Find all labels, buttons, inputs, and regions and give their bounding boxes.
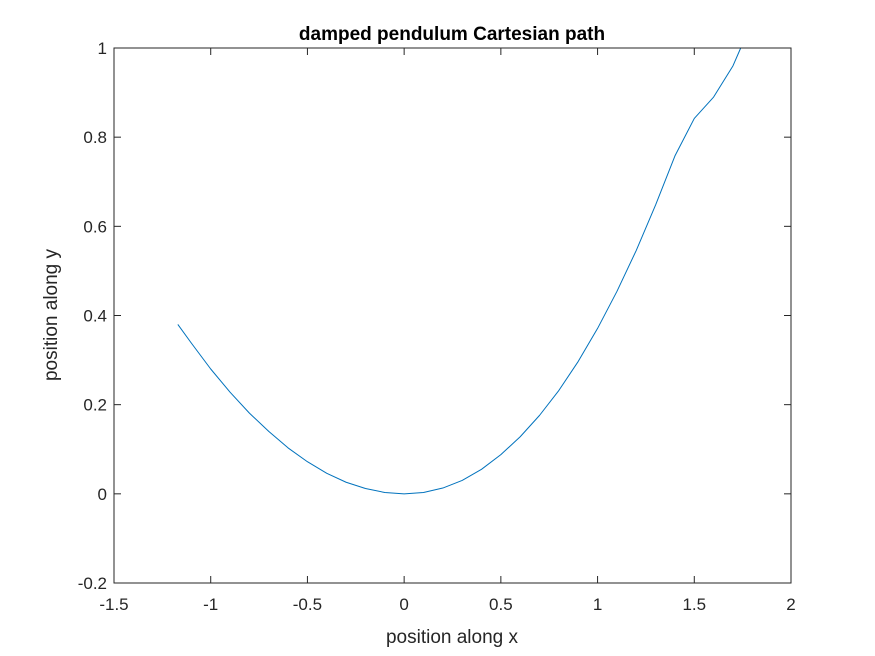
axes-box (113, 47, 792, 584)
x-tick-label: 1.5 (682, 595, 706, 614)
x-tick-label: 0 (399, 595, 408, 614)
y-tick-label: 0 (98, 485, 107, 504)
axes-background (114, 48, 791, 583)
y-tick-label: 0.2 (83, 396, 107, 415)
y-axis-label: position along y (41, 248, 62, 381)
chart-title: damped pendulum Cartesian path (299, 24, 605, 45)
x-tick-label: -0.5 (293, 595, 322, 614)
x-tick-label: 1 (593, 595, 602, 614)
y-tick-label: 0.6 (83, 217, 107, 236)
x-tick-label: -1 (203, 595, 218, 614)
x-axis-label: position along x (386, 627, 519, 648)
series-line (177, 47, 742, 495)
ticks-layer: -1.5 -1 -0.5 0 0.5 1 1.5 2 -0.2 0 0.2 0.4 0.6 0.8 1 (78, 39, 796, 614)
y-tick-label: 1 (98, 39, 107, 58)
y-tick-label: -0.2 (78, 574, 107, 593)
y-tick-label: 0.8 (83, 128, 107, 147)
y-tick-label: 0.4 (83, 307, 107, 326)
x-tick-label: -1.5 (99, 595, 128, 614)
x-tick-label: 2 (786, 595, 795, 614)
x-tick-label: 0.5 (489, 595, 513, 614)
